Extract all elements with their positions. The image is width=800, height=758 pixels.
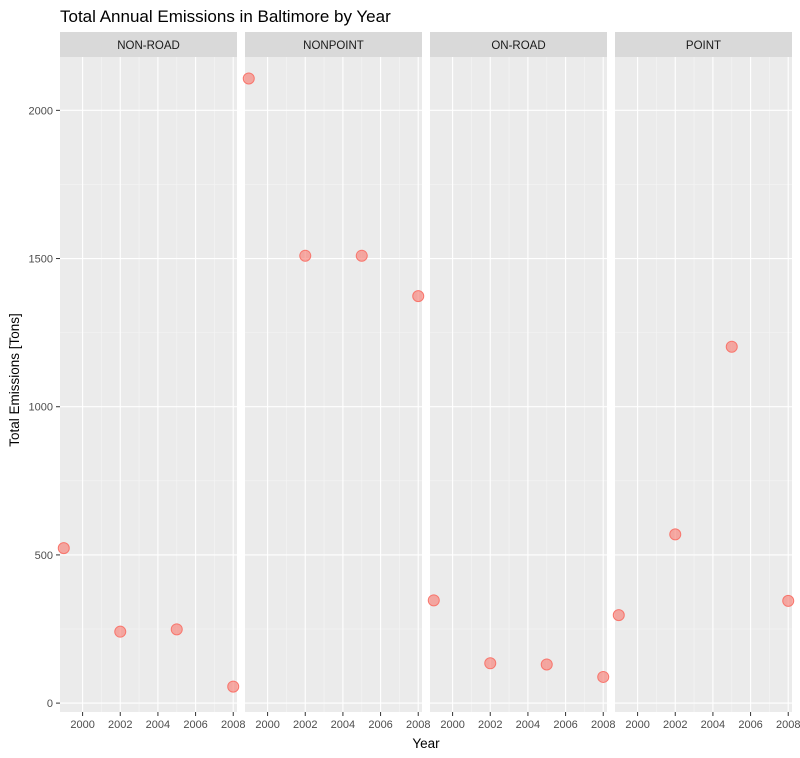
x-tick-label: 2002 bbox=[478, 719, 502, 731]
x-tick-label: 2000 bbox=[625, 719, 649, 731]
facet-label: NON-ROAD bbox=[117, 40, 180, 52]
x-tick-label: 2000 bbox=[70, 719, 94, 731]
x-tick-label: 2008 bbox=[221, 719, 245, 731]
x-tick-label: 2004 bbox=[701, 719, 725, 731]
data-point bbox=[114, 625, 127, 638]
data-point bbox=[299, 249, 312, 262]
data-point bbox=[412, 290, 425, 303]
x-tick-label: 2008 bbox=[776, 719, 800, 731]
data-point bbox=[242, 72, 255, 85]
chart-title: Total Annual Emissions in Baltimore by Y… bbox=[60, 7, 391, 26]
y-tick-label: 0 bbox=[47, 698, 53, 710]
x-axis-title: Year bbox=[412, 736, 440, 751]
data-point bbox=[427, 594, 440, 607]
x-tick-label: 2008 bbox=[591, 719, 615, 731]
data-point bbox=[597, 670, 610, 683]
y-tick-label: 500 bbox=[35, 550, 53, 562]
y-tick-label: 1500 bbox=[29, 254, 53, 266]
facet-panel: ON-ROAD 2000 2002 2004 2006 2008 bbox=[427, 32, 615, 731]
data-point bbox=[669, 528, 682, 541]
facet-strip bbox=[615, 32, 792, 57]
data-point bbox=[227, 680, 240, 693]
data-point bbox=[612, 609, 625, 622]
x-tick-label: 2008 bbox=[406, 719, 430, 731]
facets-layer: NON-ROAD 2000 2002 2004 2006 2008 NONPOINT 2000… bbox=[57, 32, 800, 731]
x-tick-label: 2006 bbox=[368, 719, 392, 731]
x-tick-label: 2004 bbox=[516, 719, 540, 731]
panel-background bbox=[245, 57, 422, 712]
panel-background bbox=[615, 57, 792, 712]
data-point bbox=[725, 340, 738, 353]
facet-strip bbox=[245, 32, 422, 57]
x-tick-label: 2000 bbox=[255, 719, 279, 731]
facet-label: ON-ROAD bbox=[491, 40, 545, 52]
x-tick-label: 2006 bbox=[553, 719, 577, 731]
x-tick-label: 2006 bbox=[738, 719, 762, 731]
data-point bbox=[170, 623, 183, 636]
x-tick-label: 2004 bbox=[146, 719, 170, 731]
x-tick-label: 2004 bbox=[331, 719, 355, 731]
facet-panel: NONPOINT 2000 2002 2004 2006 2008 bbox=[242, 32, 430, 731]
facet-label: POINT bbox=[686, 40, 721, 52]
facet-panel: POINT 2000 2002 2004 2006 2008 bbox=[612, 32, 800, 731]
data-point bbox=[57, 542, 70, 555]
panel-background bbox=[60, 57, 237, 712]
facet-panel: NON-ROAD 2000 2002 2004 2006 2008 bbox=[57, 32, 245, 731]
facet-strip bbox=[430, 32, 607, 57]
x-tick-label: 2002 bbox=[293, 719, 317, 731]
data-point bbox=[540, 658, 553, 671]
y-axis: 0 500 1000 1500 2000 bbox=[29, 105, 60, 710]
x-tick-label: 2006 bbox=[183, 719, 207, 731]
y-axis-title: Total Emissions [Tons] bbox=[7, 313, 22, 447]
x-tick-label: 2000 bbox=[440, 719, 464, 731]
data-point bbox=[782, 594, 795, 607]
data-point bbox=[484, 657, 497, 670]
facet-strip bbox=[60, 32, 237, 57]
y-tick-label: 1000 bbox=[29, 402, 53, 414]
x-tick-label: 2002 bbox=[663, 719, 687, 731]
panel-background bbox=[430, 57, 607, 712]
x-tick-label: 2002 bbox=[108, 719, 132, 731]
data-point bbox=[355, 249, 368, 262]
facet-label: NONPOINT bbox=[303, 40, 364, 52]
y-tick-label: 2000 bbox=[29, 105, 53, 117]
